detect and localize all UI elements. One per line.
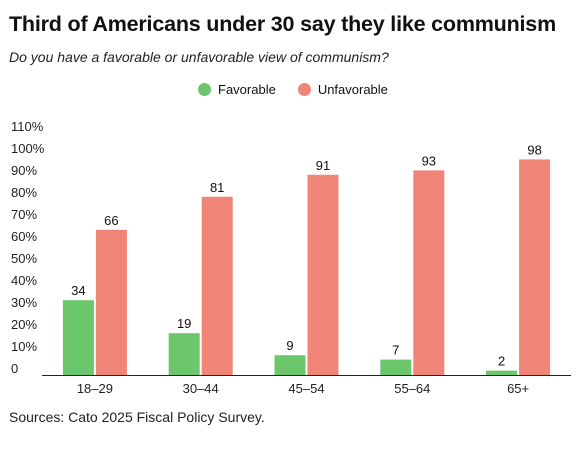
bar-favorable [62, 300, 94, 375]
bar-favorable [486, 370, 518, 375]
y-tick-label: 0 [11, 361, 18, 376]
data-label-unfavorable: 91 [316, 158, 330, 173]
legend-label-favorable: Favorable [218, 81, 276, 97]
x-tick-label: 55–64 [394, 381, 430, 396]
y-tick-label: 80% [11, 185, 37, 200]
source-note: Sources: Cato 2025 Fiscal Policy Survey. [9, 409, 265, 425]
y-tick-label: 70% [11, 207, 37, 222]
y-tick-label: 100% [11, 141, 45, 156]
data-label-unfavorable: 93 [422, 153, 436, 168]
chart-subtitle: Do you have a favorable or unfavorable v… [9, 49, 389, 65]
y-tick-label: 110% [11, 119, 44, 134]
data-label-favorable: 7 [392, 343, 399, 358]
x-tick-label: 30–44 [183, 381, 219, 396]
y-tick-label: 40% [11, 273, 37, 288]
data-label-favorable: 9 [286, 338, 293, 353]
bar-unfavorable [307, 174, 339, 375]
chart-title: Third of Americans under 30 say they lik… [9, 12, 556, 36]
data-label-favorable: 2 [498, 354, 505, 369]
bar-favorable [274, 355, 306, 375]
bar-favorable [168, 333, 200, 375]
bar-favorable [380, 359, 412, 375]
y-tick-label: 30% [11, 295, 37, 310]
bar-unfavorable [519, 159, 551, 375]
data-label-favorable: 19 [177, 316, 191, 331]
legend-item-favorable: Favorable [198, 82, 276, 97]
legend-swatch-unfavorable [297, 82, 311, 96]
legend-item-unfavorable: Unfavorable [297, 81, 388, 97]
data-label-unfavorable: 66 [104, 213, 118, 228]
x-tick-label: 45–54 [288, 381, 324, 396]
x-tick-label: 18–29 [77, 381, 113, 396]
y-tick-label: 50% [11, 251, 37, 266]
legend-swatch-favorable [198, 82, 211, 96]
data-label-unfavorable: 98 [527, 142, 541, 157]
y-tick-label: 10% [11, 339, 37, 354]
chart-legend: Favorable Unfavorable [198, 80, 410, 98]
y-tick-label: 20% [11, 317, 37, 332]
legend-label-unfavorable: Unfavorable [317, 81, 388, 97]
x-tick-label: 65+ [507, 381, 529, 396]
y-tick-label: 60% [11, 229, 37, 244]
y-tick-label: 90% [11, 163, 37, 178]
data-label-favorable: 34 [71, 283, 85, 298]
data-label-unfavorable: 81 [210, 180, 224, 195]
bar-unfavorable [413, 170, 445, 375]
bar-unfavorable [201, 196, 233, 375]
bar-unfavorable [95, 229, 127, 375]
